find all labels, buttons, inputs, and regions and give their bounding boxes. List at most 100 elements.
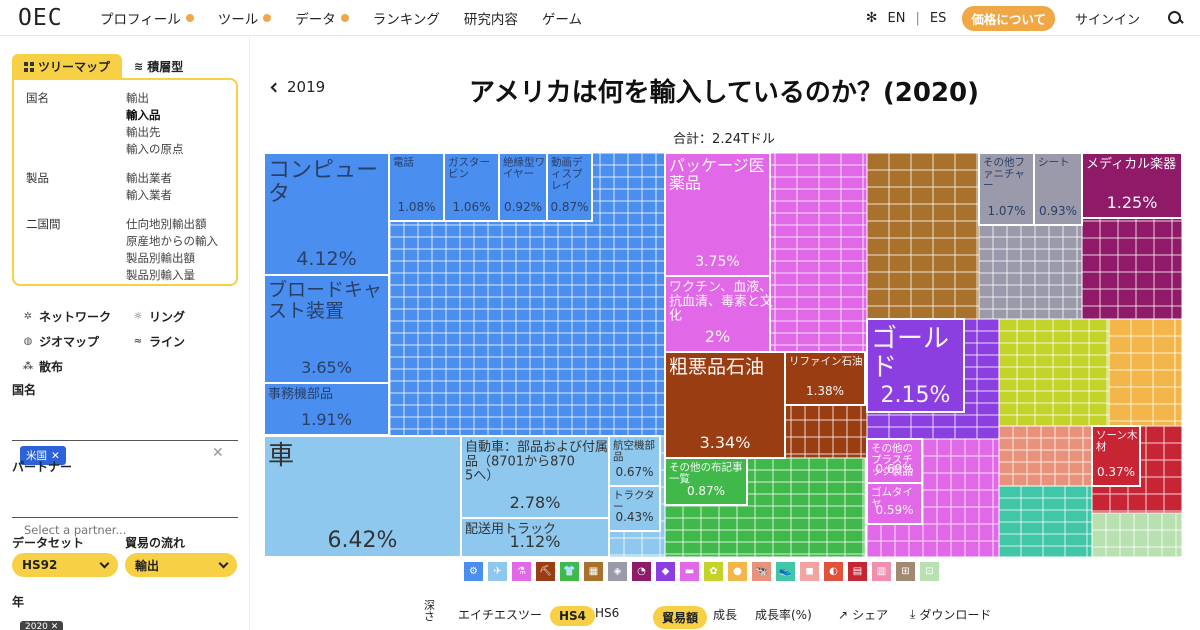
treemap-tile-rect[interactable]: [460, 435, 610, 519]
treemap-tile-rect[interactable]: [1091, 425, 1141, 487]
nav-item-0[interactable]: プロフィール: [100, 8, 194, 28]
hs2-option[interactable]: エイチエスツー: [458, 606, 542, 623]
footwear-icon[interactable]: 👟: [775, 561, 796, 582]
menu-item[interactable]: 仕向地別輸出額: [126, 217, 207, 231]
treemap-tile-rect[interactable]: [664, 351, 786, 459]
menu-item[interactable]: 原産地からの輸入: [126, 234, 218, 248]
treemap-tile-rect[interactable]: [664, 275, 771, 353]
country-tag[interactable]: 米国 ✕: [20, 446, 66, 465]
growth-option[interactable]: 成長: [713, 606, 737, 623]
trade-value-option[interactable]: 貿易額: [653, 606, 708, 629]
treemap-tile-packaged-meds[interactable]: パッケージ医薬品 3.75%: [664, 153, 771, 277]
menu-item[interactable]: 輸出業者: [126, 171, 172, 185]
nav-item-3[interactable]: ランキング: [373, 8, 440, 28]
treemap-tile-rect[interactable]: [866, 482, 923, 525]
vegetable-products-icon[interactable]: ✿: [703, 561, 724, 582]
viz-option[interactable]: ☼ リング: [132, 308, 242, 325]
theme-toggle-icon[interactable]: ✻: [865, 10, 878, 26]
treemap-tile-rect[interactable]: [1033, 153, 1083, 226]
treemap-tile-gas-turbines[interactable]: ガスタービン 1.06%: [443, 153, 500, 222]
tab-stacked[interactable]: ≋ 積層型: [122, 54, 195, 79]
year-tag[interactable]: 2020 ✕: [20, 621, 64, 630]
dataset-select[interactable]: HS92: [12, 553, 118, 577]
treemap-tile-medical-instruments[interactable]: メディカル楽器 1.25%: [1081, 153, 1182, 219]
chemicals-icon[interactable]: ⚗: [511, 561, 532, 582]
hs4-option[interactable]: HS4: [550, 606, 596, 626]
remove-tag-icon[interactable]: ✕: [51, 450, 60, 462]
treemap-tile-rect[interactable]: [866, 318, 965, 413]
metals-icon[interactable]: ▦: [583, 561, 604, 582]
treemap-cell[interactable]: [862, 553, 866, 557]
menu-item[interactable]: 輸入の原点: [126, 142, 184, 156]
treemap-tile-car-parts[interactable]: 自動車：部品および付属品（8701から870 5へ） 2.78%: [460, 435, 610, 519]
search-icon[interactable]: [1168, 11, 1182, 25]
treemap-tile-rect[interactable]: [264, 382, 390, 436]
treemap-tile-broadcast[interactable]: ブロードキャスト装置 3.65%: [264, 274, 390, 384]
menu-item[interactable]: 輸出先: [126, 125, 161, 139]
tab-treemap[interactable]: ツリーマップ: [12, 54, 123, 79]
treemap-tile-rect[interactable]: [264, 435, 462, 557]
treemap-tile-rect[interactable]: [546, 153, 593, 222]
animal-products-icon[interactable]: 🐄: [751, 561, 772, 582]
treemap-tile-office-parts[interactable]: 事務機部品 1.91%: [264, 382, 390, 436]
treemap-tile-rect[interactable]: [498, 153, 548, 222]
menu-item[interactable]: 製品別輸入量: [126, 268, 195, 282]
nav-item-1[interactable]: ツール: [218, 8, 272, 28]
precious-metals-icon[interactable]: ◆: [655, 561, 676, 582]
arts-icon[interactable]: ⊡: [919, 561, 940, 582]
treemap-tile-insulated-wire[interactable]: 絶縁型ワイヤー 0.92%: [498, 153, 548, 222]
treemap-tile-rect[interactable]: [264, 153, 390, 276]
transportation-icon[interactable]: ✈: [487, 561, 508, 582]
viz-option[interactable]: ✲ ネットワーク: [22, 308, 132, 325]
treemap-tile-rect[interactable]: [664, 153, 771, 277]
instruments-icon[interactable]: ◔: [631, 561, 652, 582]
viz-option[interactable]: ≈ ライン: [132, 333, 242, 350]
treemap-tile-computers[interactable]: コンピュータ 4.12%: [264, 153, 390, 276]
previous-year-link[interactable]: 2019: [270, 78, 325, 96]
treemap-cell[interactable]: [1175, 546, 1182, 557]
menu-item[interactable]: 輸入業者: [126, 188, 172, 202]
wood-icon[interactable]: ▤: [847, 561, 868, 582]
menu-item[interactable]: 製品別輸出額: [126, 251, 195, 265]
animal-hides-icon[interactable]: ◐: [823, 561, 844, 582]
treemap-tile-crude-oil[interactable]: 粗悪品石油 3.34%: [664, 351, 786, 459]
trade-flow-select[interactable]: 輸出: [125, 553, 237, 577]
treemap-tile-rect[interactable]: [460, 517, 610, 557]
weapons-icon[interactable]: ⊞: [895, 561, 916, 582]
nav-item-4[interactable]: 研究内容: [464, 8, 518, 28]
treemap-tile-seats[interactable]: シート 0.93%: [1033, 153, 1083, 226]
treemap-tile-vaccines[interactable]: ワクチン、血液、抗血清、毒素と文化 2%: [664, 275, 773, 353]
paper-icon[interactable]: ▥: [871, 561, 892, 582]
plastics-icon[interactable]: ▬: [679, 561, 700, 582]
treemap-tile-cars[interactable]: 車 6.42%: [264, 435, 462, 557]
treemap-tile-rect[interactable]: [264, 274, 390, 384]
treemap-tile-rect[interactable]: [664, 457, 748, 506]
lang-es-link[interactable]: ES: [929, 10, 947, 26]
menu-item[interactable]: 輸入品: [126, 108, 161, 122]
viz-option[interactable]: ⁂ 散布: [22, 358, 134, 375]
nav-item-2[interactable]: データ: [295, 8, 349, 28]
treemap-tile-refined-oil[interactable]: リファイン石油 1.38%: [784, 351, 866, 406]
treemap-tile-rect[interactable]: [784, 351, 866, 406]
growth-rate-option[interactable]: 成長率(%): [755, 606, 812, 623]
pricing-button[interactable]: 価格について: [962, 5, 1055, 31]
partner-input[interactable]: [24, 523, 224, 537]
machines-icon[interactable]: ⚙: [463, 561, 484, 582]
nav-item-5[interactable]: ゲーム: [542, 8, 582, 28]
menu-item[interactable]: 輸出: [126, 91, 149, 105]
clear-country-icon[interactable]: ✕: [212, 445, 224, 461]
download-button[interactable]: ⤓ ダウンロード: [910, 606, 991, 623]
treemap-tile-toys[interactable]: ソーン木材 0.37%: [1091, 425, 1141, 487]
hs6-option[interactable]: HS6: [595, 606, 619, 620]
minerals-icon[interactable]: ⛏: [535, 561, 556, 582]
treemap-tile-rect[interactable]: [443, 153, 500, 222]
treemap-tile-phones[interactable]: 電話 1.08%: [388, 153, 445, 222]
signin-link[interactable]: サインイン: [1074, 12, 1140, 28]
treemap-tile-rect[interactable]: [608, 485, 661, 532]
